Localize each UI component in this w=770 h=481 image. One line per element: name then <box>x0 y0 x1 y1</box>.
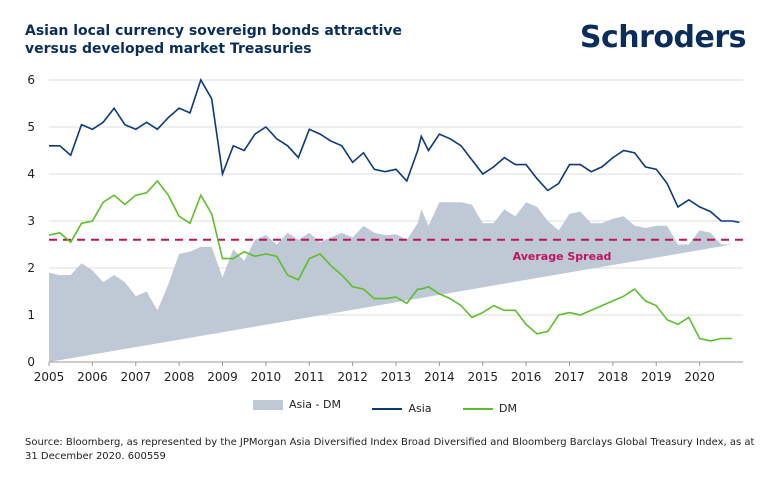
legend-swatch-line <box>372 407 403 410</box>
x-tick-label: 2008 <box>164 370 195 384</box>
y-tick-label: 6 <box>27 73 35 87</box>
x-tick-label: 2016 <box>511 370 542 384</box>
y-tick-label: 3 <box>27 214 35 228</box>
y-tick-label: 1 <box>27 308 35 322</box>
y-tick-label: 0 <box>27 355 35 369</box>
x-tick-label: 2009 <box>207 370 238 384</box>
y-tick-label: 4 <box>27 167 35 181</box>
spread-area <box>49 202 733 362</box>
legend-label: Asia - DM <box>288 398 341 411</box>
x-tick-label: 2020 <box>684 370 715 384</box>
x-tick-label: 2012 <box>337 370 368 384</box>
legend-item-asia: Asia <box>372 402 432 415</box>
x-tick-label: 2006 <box>77 370 108 384</box>
source-note: Source: Bloomberg, as represented by the… <box>25 437 755 462</box>
average-spread-label: Average Spread <box>513 250 612 263</box>
legend-swatch-line <box>463 407 494 410</box>
x-tick-label: 2014 <box>424 370 455 384</box>
x-tick-label: 2011 <box>294 370 325 384</box>
y-tick-label: 2 <box>27 261 35 275</box>
x-tick-label: 2019 <box>641 370 672 384</box>
chart-title: Asian local currency sovereign bonds att… <box>25 23 402 57</box>
x-tick-label: 2013 <box>381 370 412 384</box>
schroders-logo: Schroders <box>579 20 747 55</box>
legend-item-dm: DM <box>463 402 517 415</box>
y-tick-label: 5 <box>27 120 35 134</box>
legend: Asia - DM Asia DM <box>0 398 770 415</box>
x-tick-label: 2017 <box>554 370 585 384</box>
dm-line <box>48 179 733 342</box>
asia-line <box>49 78 740 224</box>
legend-swatch-area <box>252 399 283 410</box>
x-tick-label: 2005 <box>34 370 65 384</box>
x-tick-label: 2010 <box>251 370 282 384</box>
legend-label: Asia <box>408 402 432 415</box>
legend-label: DM <box>499 402 517 415</box>
chart-plot: 0 1 2 3 4 5 6 2005 2006 2007 2008 2009 2010 2011 2012 2… <box>27 73 743 384</box>
legend-item-spread: Asia - DM <box>252 398 341 411</box>
x-tick-label: 2015 <box>467 370 498 384</box>
x-tick-label: 2018 <box>598 370 629 384</box>
x-tick-label: 2007 <box>120 370 151 384</box>
